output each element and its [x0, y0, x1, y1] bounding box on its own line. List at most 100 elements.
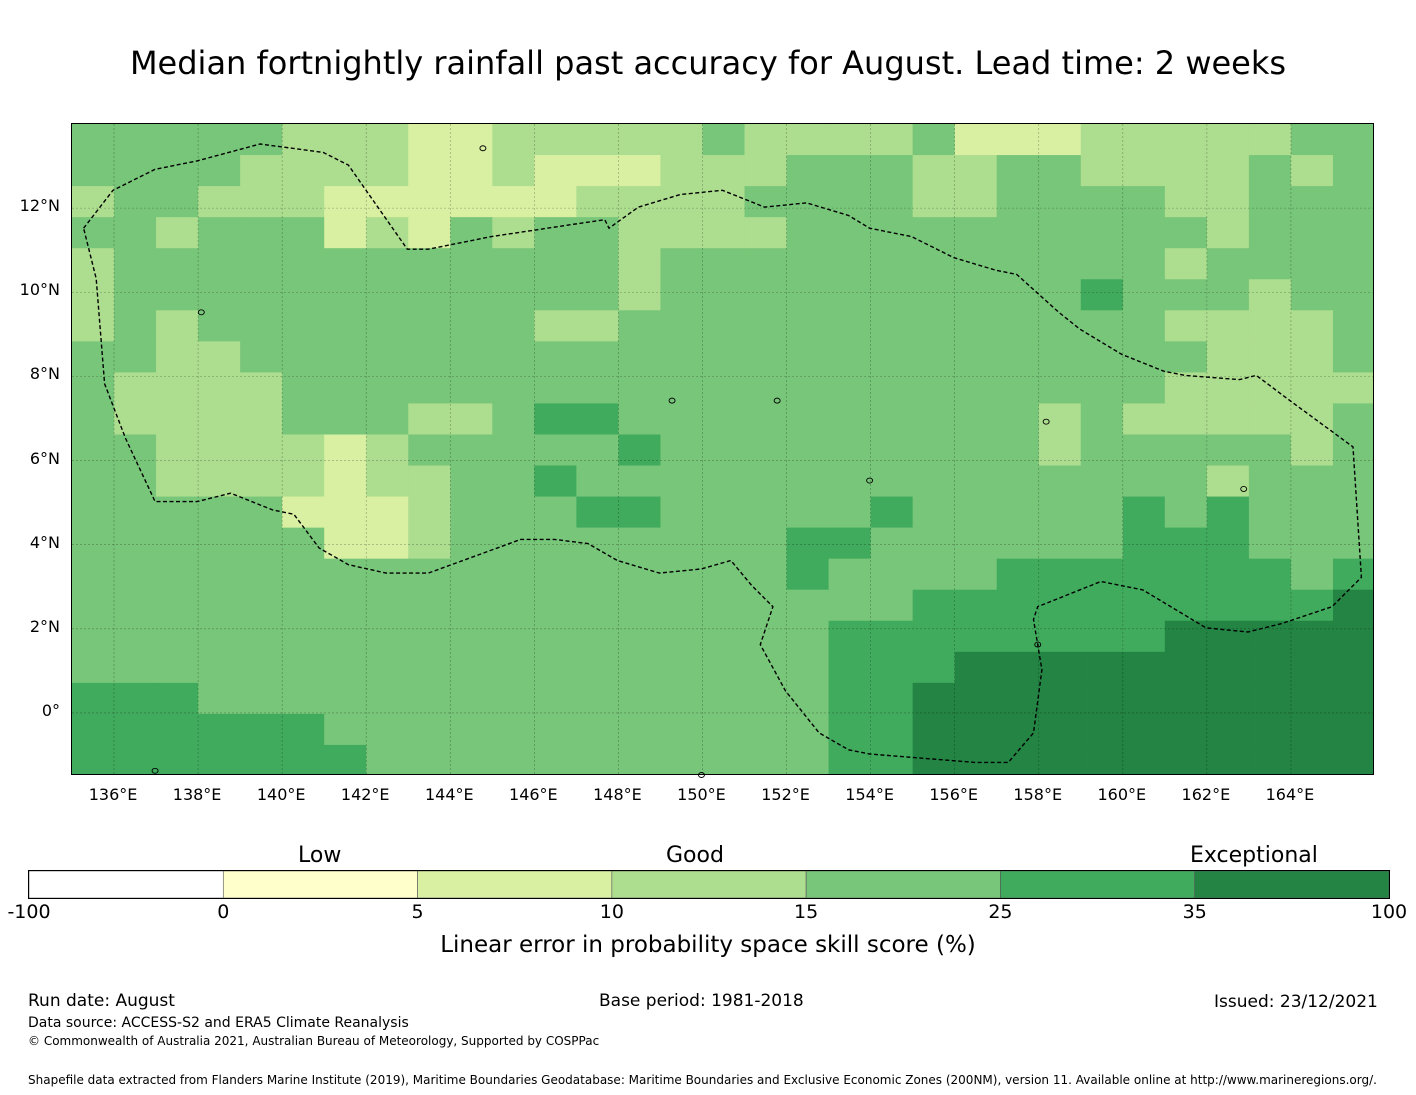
grid-cell — [1290, 372, 1334, 405]
grid-cell — [912, 341, 956, 373]
grid-cell — [324, 558, 367, 591]
grid-cell — [450, 465, 493, 498]
grid-cell — [408, 155, 451, 187]
grid-cell — [576, 651, 620, 684]
grid-cell — [198, 124, 241, 156]
grid-cell — [828, 465, 872, 498]
grid-cell — [1248, 558, 1292, 591]
grid-cell — [72, 434, 115, 467]
grid-cell — [282, 434, 325, 467]
grid-cell — [324, 310, 367, 342]
grid-cell — [1290, 155, 1334, 187]
grid-cell — [1164, 341, 1208, 373]
grid-cell — [870, 186, 914, 218]
x-tick-label: 158°E — [1013, 785, 1063, 804]
grid-cell — [786, 248, 830, 280]
grid-cell — [786, 620, 830, 653]
grid-cell — [1164, 403, 1208, 436]
grid-cell — [870, 434, 914, 467]
grid-cell — [156, 620, 199, 653]
grid-cell — [240, 248, 283, 280]
base-period: Base period: 1981-2018 — [599, 991, 804, 1011]
grid-cell — [1248, 527, 1292, 560]
grid-cell — [702, 248, 746, 280]
grid-cell — [408, 372, 451, 405]
grid-cell — [450, 744, 493, 774]
grid-cell — [324, 124, 367, 156]
grid-cell — [702, 744, 746, 774]
grid-cell — [1080, 744, 1124, 774]
grid-cell — [72, 279, 115, 311]
grid-cell — [702, 434, 746, 467]
grid-cell — [72, 744, 115, 774]
grid-cell — [408, 434, 451, 467]
grid-cell — [1080, 465, 1124, 498]
grid-cell — [786, 186, 830, 218]
grid-cell — [408, 403, 451, 436]
grid-cell — [324, 744, 367, 774]
grid-cell — [786, 434, 830, 467]
grid-cell — [660, 341, 704, 373]
grid-cell — [1290, 527, 1334, 560]
grid-cell — [618, 403, 662, 436]
grid-cell — [1248, 744, 1292, 774]
grid-cell — [492, 527, 535, 560]
grid-cell — [450, 558, 493, 591]
grid-cell — [198, 744, 241, 774]
grid-cell — [744, 248, 788, 280]
grid-cell — [870, 651, 914, 684]
grid-cell — [198, 403, 241, 436]
grid-cell — [912, 713, 956, 746]
grid-cell — [1038, 527, 1082, 560]
grid-cell — [1248, 682, 1292, 715]
grid-cell — [72, 527, 115, 560]
grid-cell — [996, 217, 1040, 249]
grid-cell — [366, 527, 409, 560]
grid-cell — [1080, 713, 1124, 746]
island-coastline — [1042, 418, 1050, 425]
colorbar-segment — [805, 870, 1001, 899]
grid-cell — [618, 372, 662, 405]
grid-cell — [114, 713, 157, 746]
grid-cell — [1122, 589, 1166, 622]
grid-cell — [240, 155, 283, 187]
grid-cell — [324, 186, 367, 218]
grid-cell — [786, 279, 830, 311]
grid-cell — [912, 279, 956, 311]
grid-cell — [1248, 496, 1292, 529]
x-tick-label: 160°E — [1097, 785, 1147, 804]
grid-cell — [534, 527, 577, 560]
grid-cell — [534, 713, 577, 746]
grid-cell — [954, 682, 998, 715]
grid-cell — [408, 620, 451, 653]
grid-cell — [534, 558, 577, 591]
grid-cell — [240, 403, 283, 436]
grid-cell — [786, 558, 830, 591]
grid-cell — [240, 620, 283, 653]
grid-cell — [576, 372, 620, 405]
grid-cell — [870, 527, 914, 560]
grid-cell — [1332, 465, 1373, 498]
grid-cell — [870, 124, 914, 156]
grid-cell — [786, 651, 830, 684]
grid-cell — [660, 682, 704, 715]
grid-cell — [1038, 155, 1082, 187]
grid-cell — [828, 558, 872, 591]
grid-cell — [1080, 217, 1124, 249]
grid-cell — [240, 651, 283, 684]
grid-cell — [954, 186, 998, 218]
grid-cell — [198, 465, 241, 498]
grid-cell — [618, 589, 662, 622]
grid-cell — [450, 403, 493, 436]
grid-cell — [1038, 434, 1082, 467]
grid-cell — [870, 372, 914, 405]
grid-cell — [366, 589, 409, 622]
grid-cell — [492, 372, 535, 405]
grid-cell — [366, 651, 409, 684]
grid-cell — [576, 155, 620, 187]
grid-cell — [534, 682, 577, 715]
grid-cell — [954, 744, 998, 774]
grid-cell — [1206, 434, 1250, 467]
grid-cell — [366, 124, 409, 156]
grid-cell — [870, 713, 914, 746]
